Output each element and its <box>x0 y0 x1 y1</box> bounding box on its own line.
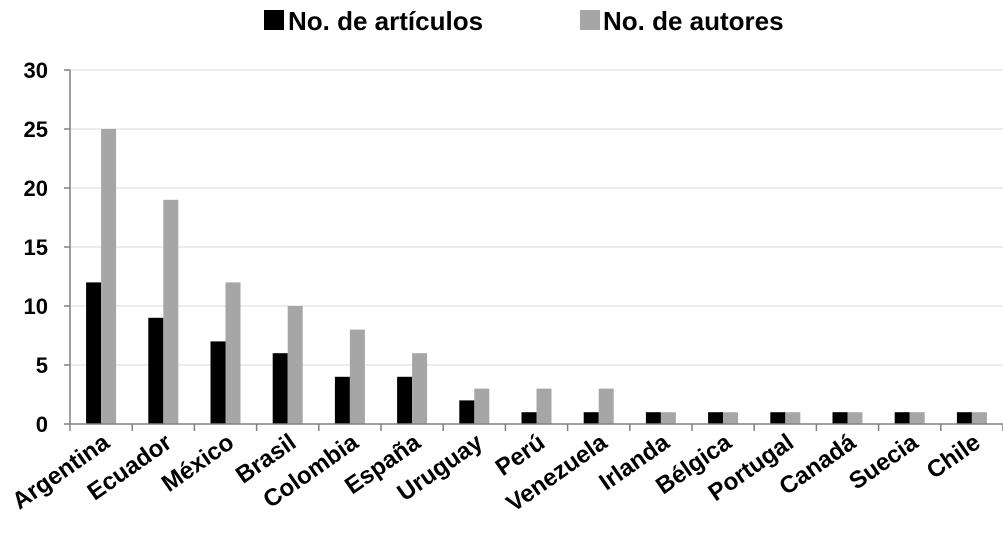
bar-no-de-articulos-ecuador <box>148 317 164 424</box>
x-tick-label-mexico: México <box>157 429 239 498</box>
bar-no-de-articulos-irlanda <box>645 412 661 424</box>
bar-no-de-articulos-brasil <box>272 353 288 424</box>
bar-no-de-articulos-belgica <box>708 412 724 424</box>
gridlines <box>70 69 1003 366</box>
y-axis: 0 5 10 15 20 25 30 <box>24 58 71 437</box>
bar-no-de-autores-ecuador <box>163 199 179 424</box>
bar-no-de-autores-peru <box>536 388 552 424</box>
x-axis-labels: ArgentinaEcuadorMéxicoBrasilColombiaEspa… <box>7 428 985 517</box>
bar-no-de-autores-espana <box>412 353 428 424</box>
bar-no-de-autores-uruguay <box>474 388 490 424</box>
legend: No. de artículos No. de autores <box>264 6 784 36</box>
bar-no-de-articulos-venezuela <box>583 412 599 424</box>
bar-no-de-autores-argentina <box>101 129 117 424</box>
bar-no-de-articulos-portugal <box>770 412 786 424</box>
bar-no-de-articulos-uruguay <box>459 400 475 424</box>
y-tick-label-20: 20 <box>24 176 48 201</box>
bar-no-de-autores-venezuela <box>598 388 614 424</box>
bar-no-de-articulos-canada <box>832 412 848 424</box>
y-tick-label-10: 10 <box>24 294 48 319</box>
bar-no-de-articulos-peru <box>521 412 537 424</box>
bar-no-de-articulos-argentina <box>86 282 102 424</box>
y-tick-label-5: 5 <box>36 353 48 378</box>
bar-no-de-articulos-colombia <box>334 376 350 424</box>
bar-no-de-autores-irlanda <box>660 412 676 424</box>
bar-no-de-autores-mexico <box>225 282 241 424</box>
bar-no-de-articulos-espana <box>397 376 413 424</box>
legend-label-autores: No. de autores <box>603 6 784 36</box>
x-tick-label-suecia: Suecia <box>844 428 923 495</box>
y-tick-label-25: 25 <box>24 117 48 142</box>
bar-no-de-autores-suecia <box>909 412 925 424</box>
bar-no-de-articulos-chile <box>956 412 972 424</box>
bar-no-de-autores-brasil <box>287 306 303 424</box>
y-tick-label-15: 15 <box>24 235 48 260</box>
legend-swatch-autores <box>580 10 600 30</box>
x-axis <box>69 423 1003 431</box>
bar-no-de-articulos-suecia <box>894 412 910 424</box>
legend-swatch-articulos <box>264 10 284 30</box>
bar-no-de-autores-belgica <box>723 412 739 424</box>
x-tick-label-chile: Chile <box>922 429 986 485</box>
y-tick-label-0: 0 <box>36 412 48 437</box>
bar-no-de-autores-portugal <box>785 412 801 424</box>
bar-no-de-autores-colombia <box>349 329 365 424</box>
bar-no-de-autores-canada <box>847 412 863 424</box>
bar-no-de-autores-chile <box>971 412 987 424</box>
y-tick-label-30: 30 <box>24 58 48 83</box>
bars <box>86 129 987 424</box>
bar-no-de-articulos-mexico <box>210 341 226 424</box>
legend-label-articulos: No. de artículos <box>288 6 483 36</box>
